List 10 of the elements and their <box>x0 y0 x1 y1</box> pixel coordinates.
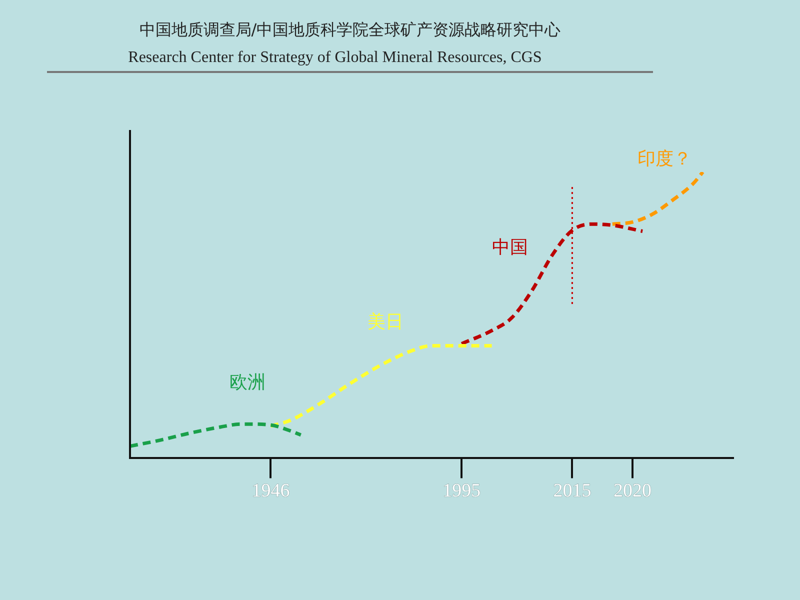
x-tick-label: 2015 <box>553 480 592 502</box>
x-tick-label: 1995 <box>442 480 481 502</box>
series-label: 欧洲 <box>230 372 266 393</box>
series-label: 美日 <box>367 312 404 333</box>
x-tick-label: 1946 <box>252 480 290 502</box>
chart-title: 中国地质调查局/中国地质科学院全球矿产资源战略研究中心 <box>138 20 562 41</box>
series-label: 中国 <box>492 236 528 258</box>
x-tick-label: 2020 <box>614 480 652 502</box>
chart-subtitle: Research Center for Strategy of Global Mineral Resources, CGS <box>127 49 543 67</box>
series-label: 印度？ <box>638 148 692 170</box>
